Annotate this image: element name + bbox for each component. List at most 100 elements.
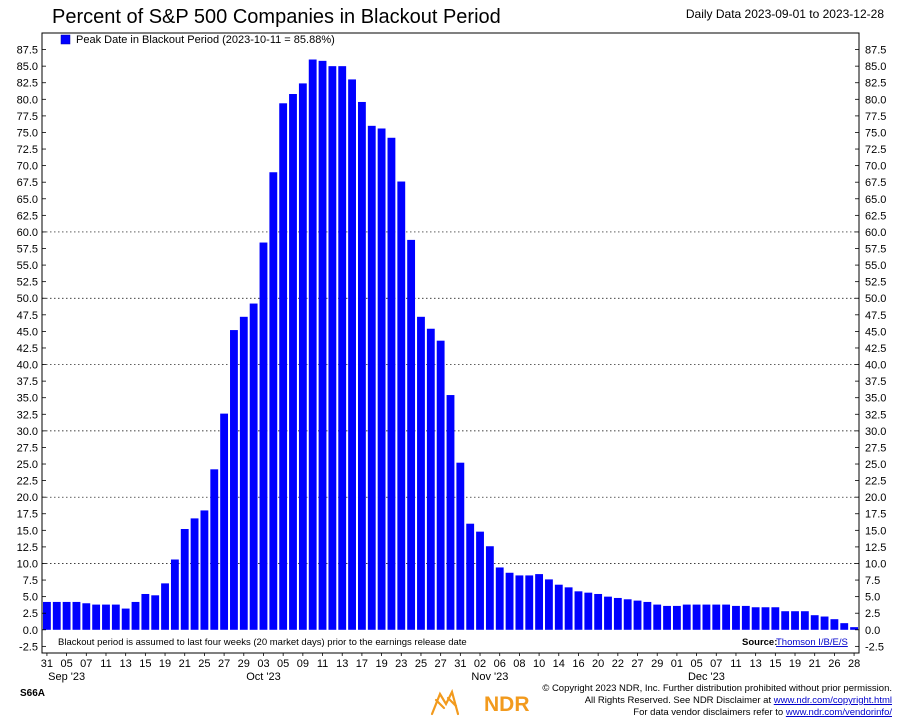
ndr-logo-text: NDR: [484, 693, 530, 716]
bar: [72, 601, 81, 630]
y-tick-label: 37.5: [865, 376, 886, 388]
x-tick-label: 02: [474, 658, 486, 670]
y-tick-label: 70.0: [865, 161, 886, 173]
y-tick-label: 10.0: [17, 558, 38, 570]
x-tick-label: 13: [120, 658, 132, 670]
x-tick-label: 27: [435, 658, 447, 670]
y-tick-label: -2.5: [19, 641, 38, 653]
source-link[interactable]: Thomson I/B/E/S: [776, 637, 848, 648]
legend-label: Peak Date in Blackout Period (2023-10-11…: [76, 34, 335, 46]
x-month-label: Oct '23: [246, 671, 281, 683]
y-tick-label: 87.5: [865, 45, 886, 57]
bar: [820, 616, 829, 630]
y-tick-label: 62.5: [17, 210, 38, 222]
bar: [613, 597, 622, 630]
y-tick-label: 7.5: [865, 575, 880, 587]
y-tick-label: 5.0: [23, 592, 38, 604]
bar: [466, 523, 475, 630]
y-tick-label: 27.5: [865, 442, 886, 454]
x-tick-label: 01: [671, 658, 683, 670]
bar: [210, 469, 219, 630]
copyright-link[interactable]: www.ndr.com/copyright.html: [773, 695, 892, 706]
bar: [476, 531, 484, 630]
x-tick-label: 05: [60, 658, 72, 670]
y-tick-label: 57.5: [17, 244, 38, 256]
bar: [732, 605, 740, 630]
y-tick-label: 42.5: [17, 343, 38, 355]
bar: [682, 604, 691, 630]
bar: [220, 413, 229, 630]
bar: [741, 605, 750, 630]
x-month-label: Sep '23: [48, 671, 85, 683]
date-range: Daily Data 2023-09-01 to 2023-12-28: [685, 7, 884, 21]
bar: [43, 601, 51, 630]
y-tick-label: 30.0: [865, 426, 886, 438]
x-tick-label: 19: [789, 658, 801, 670]
bar: [170, 559, 179, 630]
y-tick-label: 52.5: [17, 277, 38, 289]
y-tick-label: 2.5: [23, 608, 38, 620]
x-tick-label: 09: [297, 658, 309, 670]
bar: [102, 604, 110, 630]
bar: [298, 83, 307, 630]
y-tick-label: 75.0: [17, 127, 38, 139]
bar: [485, 546, 494, 630]
x-tick-label: 13: [750, 658, 762, 670]
y-tick-label: 72.5: [17, 144, 38, 156]
bar: [348, 79, 356, 630]
y-tick-label: 67.5: [865, 177, 886, 189]
bar: [269, 172, 278, 630]
x-tick-label: 29: [238, 658, 250, 670]
bar: [525, 575, 534, 630]
bar: [751, 607, 760, 630]
x-tick-label: 13: [336, 658, 348, 670]
bar: [692, 604, 701, 630]
y-tick-label: 2.5: [865, 608, 880, 620]
bar: [161, 583, 169, 630]
y-tick-label: 30.0: [17, 426, 38, 438]
bar: [535, 574, 544, 630]
bar: [397, 181, 406, 630]
y-tick-label: 25.0: [17, 459, 38, 471]
y-tick-label: 55.0: [17, 260, 38, 272]
x-tick-label: 11: [730, 658, 741, 670]
x-tick-label: 29: [651, 658, 663, 670]
bar: [791, 611, 799, 630]
y-tick-label: 37.5: [17, 376, 38, 388]
x-tick-label: 19: [375, 658, 387, 670]
y-tick-label: 65.0: [865, 194, 886, 206]
y-tick-label: 62.5: [865, 210, 886, 222]
x-tick-label: 17: [356, 658, 368, 670]
y-tick-label: 87.5: [17, 45, 38, 57]
copyright-line-2: All Rights Reserved. See NDR Disclaimer …: [472, 695, 892, 707]
copyright-line-3-text: For data vendor disclaimers refer to: [633, 707, 786, 718]
x-tick-label: 19: [159, 658, 171, 670]
y-tick-label: 45.0: [865, 326, 886, 338]
bar: [308, 59, 317, 630]
source-label: Source:: [742, 637, 777, 648]
x-tick-label: 08: [513, 658, 525, 670]
bar: [643, 601, 652, 630]
y-tick-label: 0.0: [865, 625, 880, 637]
y-tick-label: 22.5: [865, 476, 886, 488]
bar: [367, 125, 376, 630]
x-tick-label: 05: [690, 658, 702, 670]
bar: [515, 575, 524, 630]
y-tick-label: 5.0: [865, 592, 880, 604]
bar: [594, 593, 603, 630]
y-tick-label: 35.0: [865, 393, 886, 405]
bar: [584, 592, 593, 630]
bar: [190, 518, 199, 630]
y-axis-right: -2.5 0.0 2.5 5.0 7.5 10.0 12.5 15.0 17.5 20.0 22.5…: [855, 45, 886, 653]
bar: [604, 596, 612, 630]
y-tick-label: 17.5: [17, 509, 38, 521]
y-tick-label: 55.0: [865, 260, 886, 272]
bar: [495, 567, 504, 630]
y-tick-label: 35.0: [17, 393, 38, 405]
chart-code: S66A: [20, 688, 46, 699]
bar: [702, 604, 711, 630]
x-tick-label: 07: [80, 658, 92, 670]
vendor-link[interactable]: www.ndr.com/vendorinfo/: [785, 707, 892, 718]
x-tick-label: 06: [494, 658, 506, 670]
x-tick-label: 23: [395, 658, 407, 670]
